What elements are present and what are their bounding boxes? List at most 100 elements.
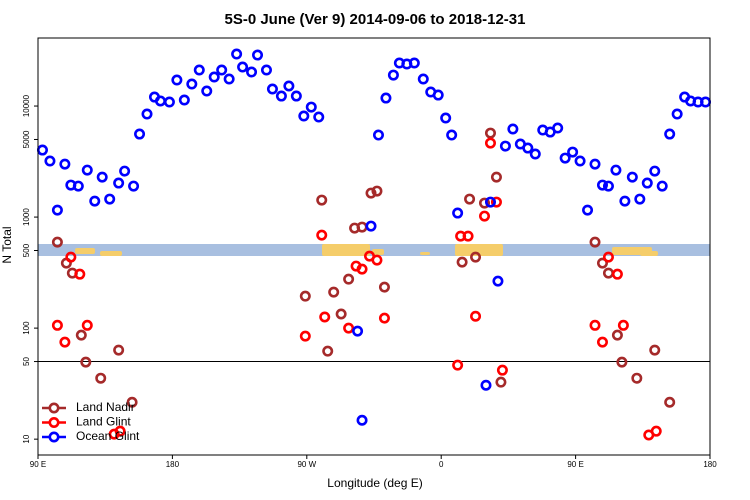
point (81, 319, 93, 331)
point (313, 111, 325, 123)
point (328, 286, 340, 298)
point (619, 195, 631, 207)
point (589, 236, 601, 248)
point (372, 129, 384, 141)
point (104, 193, 116, 205)
point (74, 268, 86, 280)
point (559, 152, 571, 164)
x-tick-label: 90 E (30, 460, 46, 469)
point (316, 229, 328, 241)
point (492, 275, 504, 287)
point (275, 90, 287, 102)
point (260, 64, 272, 76)
point (602, 251, 614, 263)
point (134, 128, 146, 140)
x-tick-label: 180 (166, 460, 180, 469)
point (89, 195, 101, 207)
point (464, 193, 476, 205)
point (596, 179, 608, 191)
point (365, 187, 377, 199)
point (322, 345, 334, 357)
point (51, 204, 63, 216)
point (186, 78, 198, 90)
point (634, 193, 646, 205)
point (72, 180, 84, 192)
point (231, 48, 243, 60)
point (95, 372, 107, 384)
point (216, 64, 228, 76)
point (479, 197, 491, 209)
point (452, 207, 464, 219)
y-axis-label: N Total (0, 226, 14, 263)
point (616, 356, 628, 368)
y-tick-label: 5000 (22, 130, 31, 148)
point (365, 220, 377, 232)
point (499, 140, 511, 152)
point (470, 310, 482, 322)
point (589, 319, 601, 331)
point (440, 112, 452, 124)
point (446, 129, 458, 141)
legend-label: Land Glint (76, 415, 131, 429)
land-patch (455, 244, 503, 256)
point (223, 73, 235, 85)
point (283, 80, 295, 92)
point (574, 155, 586, 167)
point (649, 344, 661, 356)
point (495, 376, 507, 388)
legend-marker (48, 402, 60, 414)
legend-label: Ocean Glint (76, 429, 140, 443)
legend-marker (48, 431, 60, 443)
point (343, 322, 355, 334)
point (626, 171, 638, 183)
point (178, 94, 190, 106)
plot-frame (37, 37, 711, 456)
point (490, 171, 502, 183)
y-tick-label: 50 (22, 357, 31, 366)
point (610, 164, 622, 176)
point (479, 210, 491, 222)
point (611, 268, 623, 280)
point (484, 137, 496, 149)
point (141, 108, 153, 120)
point (611, 329, 623, 341)
point (462, 230, 474, 242)
point (252, 49, 264, 61)
point (119, 165, 131, 177)
point (480, 379, 492, 391)
point (617, 319, 629, 331)
y-tick-label: 10 (22, 434, 31, 443)
land-patch (372, 249, 384, 255)
point (356, 263, 368, 275)
point (484, 196, 496, 208)
point (51, 236, 63, 248)
land-patch (322, 244, 370, 256)
point (305, 101, 317, 113)
point (299, 290, 311, 302)
point (496, 364, 508, 376)
point (417, 73, 429, 85)
point (380, 92, 392, 104)
point (664, 128, 676, 140)
point (266, 83, 278, 95)
point (378, 281, 390, 293)
y-tick-label: 500 (22, 243, 31, 257)
point (456, 256, 468, 268)
x-axis-label: Longitude (deg E) (327, 476, 422, 490)
land-patch (640, 251, 658, 256)
point (408, 57, 420, 69)
point (552, 122, 564, 134)
point (671, 108, 683, 120)
point (51, 319, 63, 331)
point (602, 180, 614, 192)
point (650, 425, 662, 437)
point (171, 74, 183, 86)
point (490, 196, 502, 208)
point (371, 185, 383, 197)
point (371, 254, 383, 266)
point (470, 251, 482, 263)
point (59, 158, 71, 170)
point (589, 158, 601, 170)
y-tick-label: 100 (22, 321, 31, 335)
